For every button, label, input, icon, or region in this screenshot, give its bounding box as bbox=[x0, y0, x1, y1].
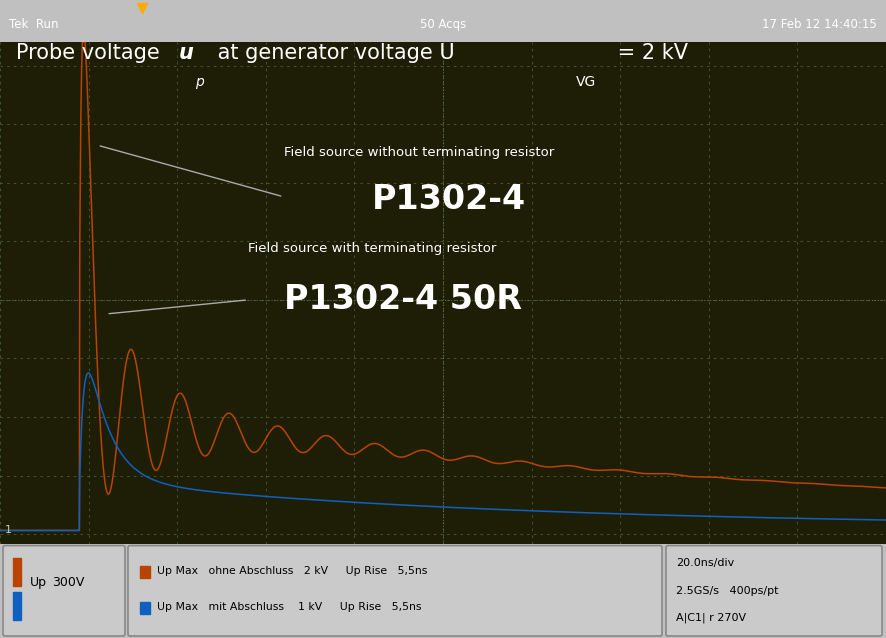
FancyBboxPatch shape bbox=[666, 545, 882, 636]
Text: A|C1| r 270V: A|C1| r 270V bbox=[676, 612, 746, 623]
Text: 1: 1 bbox=[4, 526, 12, 535]
Text: 50 Acqs: 50 Acqs bbox=[420, 18, 466, 31]
FancyBboxPatch shape bbox=[128, 545, 662, 636]
Text: Probe voltage: Probe voltage bbox=[16, 43, 167, 63]
FancyBboxPatch shape bbox=[3, 545, 125, 636]
Text: Up Max   ohne Abschluss   2 kV     Up Rise   5,5ns: Up Max ohne Abschluss 2 kV Up Rise 5,5ns bbox=[157, 566, 427, 575]
Text: 17 Feb 12 14:40:15: 17 Feb 12 14:40:15 bbox=[762, 18, 877, 31]
Text: 300V: 300V bbox=[52, 576, 84, 590]
Bar bbox=[13, 592, 21, 620]
Text: u: u bbox=[179, 43, 194, 63]
Text: Tek  Run: Tek Run bbox=[9, 18, 58, 31]
Bar bbox=[140, 566, 150, 578]
Text: p: p bbox=[195, 75, 204, 89]
Text: 2.5GS/s   400ps/pt: 2.5GS/s 400ps/pt bbox=[676, 586, 779, 596]
Bar bbox=[13, 558, 21, 586]
Text: at generator voltage U: at generator voltage U bbox=[211, 43, 455, 63]
Text: Field source with terminating resistor: Field source with terminating resistor bbox=[248, 242, 496, 255]
Text: Up Max   mit Abschluss    1 kV     Up Rise   5,5ns: Up Max mit Abschluss 1 kV Up Rise 5,5ns bbox=[157, 602, 422, 612]
Text: P1302-4: P1302-4 bbox=[372, 182, 526, 216]
Text: 20.0ns/div: 20.0ns/div bbox=[676, 558, 734, 568]
Text: Field source without terminating resistor: Field source without terminating resisto… bbox=[284, 146, 554, 160]
Text: P1302-4 50R: P1302-4 50R bbox=[284, 283, 522, 316]
Text: = 2 kV: = 2 kV bbox=[611, 43, 688, 63]
Text: Up: Up bbox=[30, 576, 47, 590]
Bar bbox=[140, 602, 150, 614]
Text: VG: VG bbox=[576, 75, 596, 89]
